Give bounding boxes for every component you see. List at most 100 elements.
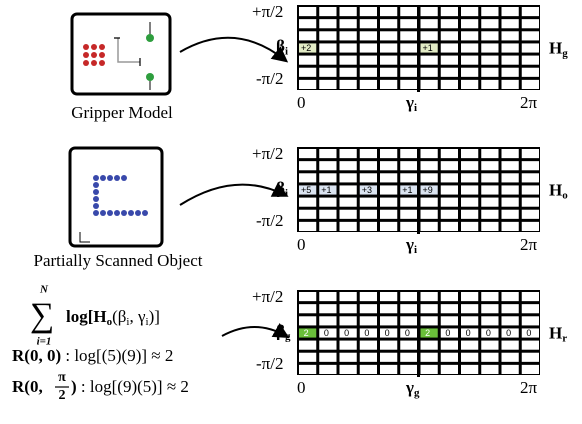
grid-name: Ho [549, 180, 568, 201]
x-right: 2π [520, 378, 538, 397]
cell [481, 353, 498, 362]
cell-label: 0 [526, 328, 531, 338]
cell [380, 292, 397, 301]
cell [481, 43, 498, 52]
cell [319, 304, 336, 313]
cell [400, 198, 417, 207]
cell [319, 210, 336, 219]
cell [421, 68, 438, 77]
cell [441, 316, 458, 325]
cell [522, 198, 539, 207]
cell [400, 173, 417, 182]
grid-name: Hg [549, 38, 568, 59]
cell [319, 292, 336, 301]
cell [319, 365, 336, 374]
cell [481, 198, 498, 207]
cell [502, 149, 519, 158]
cell [360, 353, 377, 362]
cell [400, 316, 417, 325]
cell [481, 316, 498, 325]
cell-label: +9 [423, 185, 433, 195]
cell [481, 292, 498, 301]
cell [299, 161, 316, 170]
cell [421, 173, 438, 182]
cell [441, 56, 458, 65]
cell [522, 80, 539, 89]
cell [340, 68, 357, 77]
cell [441, 19, 458, 28]
cell [502, 198, 519, 207]
sum-upper: N [39, 284, 49, 296]
cell [481, 341, 498, 350]
cell-label: 0 [364, 328, 369, 338]
cell [461, 68, 478, 77]
grid: +5+1+3+1+9+π/2-π/2βi0γi2πHo [252, 144, 568, 256]
cell [340, 19, 357, 28]
cell [461, 316, 478, 325]
x-right: 2π [520, 235, 538, 254]
cell [360, 161, 377, 170]
object-label: Partially Scanned Object [33, 251, 202, 270]
cell [400, 149, 417, 158]
sum-term: log[Ho(βi, γi)] [66, 307, 160, 328]
cell [502, 353, 519, 362]
cell [360, 56, 377, 65]
cell [481, 80, 498, 89]
y-top: +π/2 [252, 144, 283, 163]
x-mid: γi [405, 235, 417, 256]
cell [340, 43, 357, 52]
grid: +2+1+π/2-π/2βi0γi2πHg [252, 2, 568, 114]
cell [481, 19, 498, 28]
cell [522, 56, 539, 65]
cell [360, 316, 377, 325]
cell [502, 43, 519, 52]
cell [461, 304, 478, 313]
cell [380, 198, 397, 207]
cell [441, 222, 458, 231]
y-mid: βi [276, 178, 288, 199]
cell [380, 161, 397, 170]
cell [360, 292, 377, 301]
cell [299, 316, 316, 325]
cell [400, 341, 417, 350]
cell [502, 304, 519, 313]
cell [400, 161, 417, 170]
cell [299, 353, 316, 362]
cell [421, 80, 438, 89]
y-bottom: -π/2 [256, 354, 283, 373]
cell [380, 19, 397, 28]
cell [299, 149, 316, 158]
cell [481, 173, 498, 182]
cell [319, 68, 336, 77]
cell [421, 149, 438, 158]
r2-rest: ) : log[(9)(5)] ≈ 2 [71, 377, 189, 396]
cell [360, 19, 377, 28]
cell [380, 210, 397, 219]
cell [380, 304, 397, 313]
cell [400, 80, 417, 89]
cell [461, 31, 478, 40]
cell [421, 292, 438, 301]
cell [421, 31, 438, 40]
cell [319, 341, 336, 350]
figure: Gripper Model Partially Scanned Object ∑… [0, 0, 582, 424]
x-left: 0 [297, 93, 306, 112]
cell-label: 0 [486, 328, 491, 338]
cell [461, 7, 478, 16]
cell [481, 304, 498, 313]
y-mid: βg [276, 321, 291, 342]
cell [522, 161, 539, 170]
cell [461, 19, 478, 28]
cell [441, 149, 458, 158]
cell [461, 80, 478, 89]
cell-label: 0 [344, 328, 349, 338]
cell [502, 80, 519, 89]
cell [441, 365, 458, 374]
cell [461, 161, 478, 170]
cell [441, 7, 458, 16]
cell [340, 185, 357, 194]
cell [380, 353, 397, 362]
cell [522, 341, 539, 350]
cell [522, 316, 539, 325]
cell [340, 161, 357, 170]
